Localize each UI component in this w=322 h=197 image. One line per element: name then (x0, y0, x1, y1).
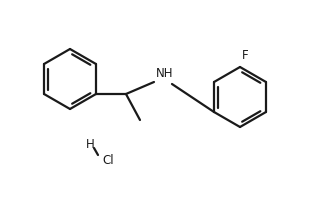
Text: F: F (242, 49, 249, 62)
Text: H: H (86, 138, 94, 151)
Text: NH: NH (156, 67, 174, 80)
Text: Cl: Cl (102, 153, 114, 166)
